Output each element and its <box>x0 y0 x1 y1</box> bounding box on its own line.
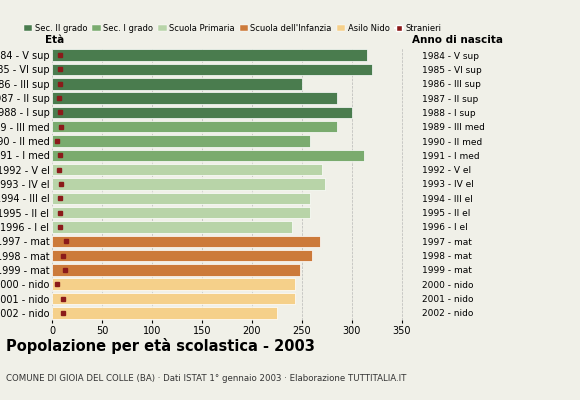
Bar <box>52 178 325 190</box>
Bar <box>52 307 277 318</box>
Bar <box>52 78 302 90</box>
Text: Età: Età <box>45 35 64 45</box>
Bar <box>52 293 295 304</box>
Text: Anno di nascita: Anno di nascita <box>412 35 503 45</box>
Bar <box>52 150 364 161</box>
Legend: Sec. II grado, Sec. I grado, Scuola Primaria, Scuola dell'Infanzia, Asilo Nido, : Sec. II grado, Sec. I grado, Scuola Prim… <box>24 24 441 33</box>
Bar <box>52 192 310 204</box>
Bar <box>52 164 322 176</box>
Bar <box>52 50 367 61</box>
Bar <box>52 236 320 247</box>
Text: Popolazione per età scolastica - 2003: Popolazione per età scolastica - 2003 <box>6 338 315 354</box>
Bar <box>52 121 337 132</box>
Bar <box>52 64 372 75</box>
Bar <box>52 250 312 261</box>
Bar <box>52 221 292 233</box>
Bar <box>52 207 310 218</box>
Bar <box>52 107 352 118</box>
Bar <box>52 278 295 290</box>
Text: COMUNE DI GIOIA DEL COLLE (BA) · Dati ISTAT 1° gennaio 2003 · Elaborazione TUTTI: COMUNE DI GIOIA DEL COLLE (BA) · Dati IS… <box>6 374 406 383</box>
Bar <box>52 92 337 104</box>
Bar <box>52 264 300 276</box>
Bar <box>52 135 310 147</box>
